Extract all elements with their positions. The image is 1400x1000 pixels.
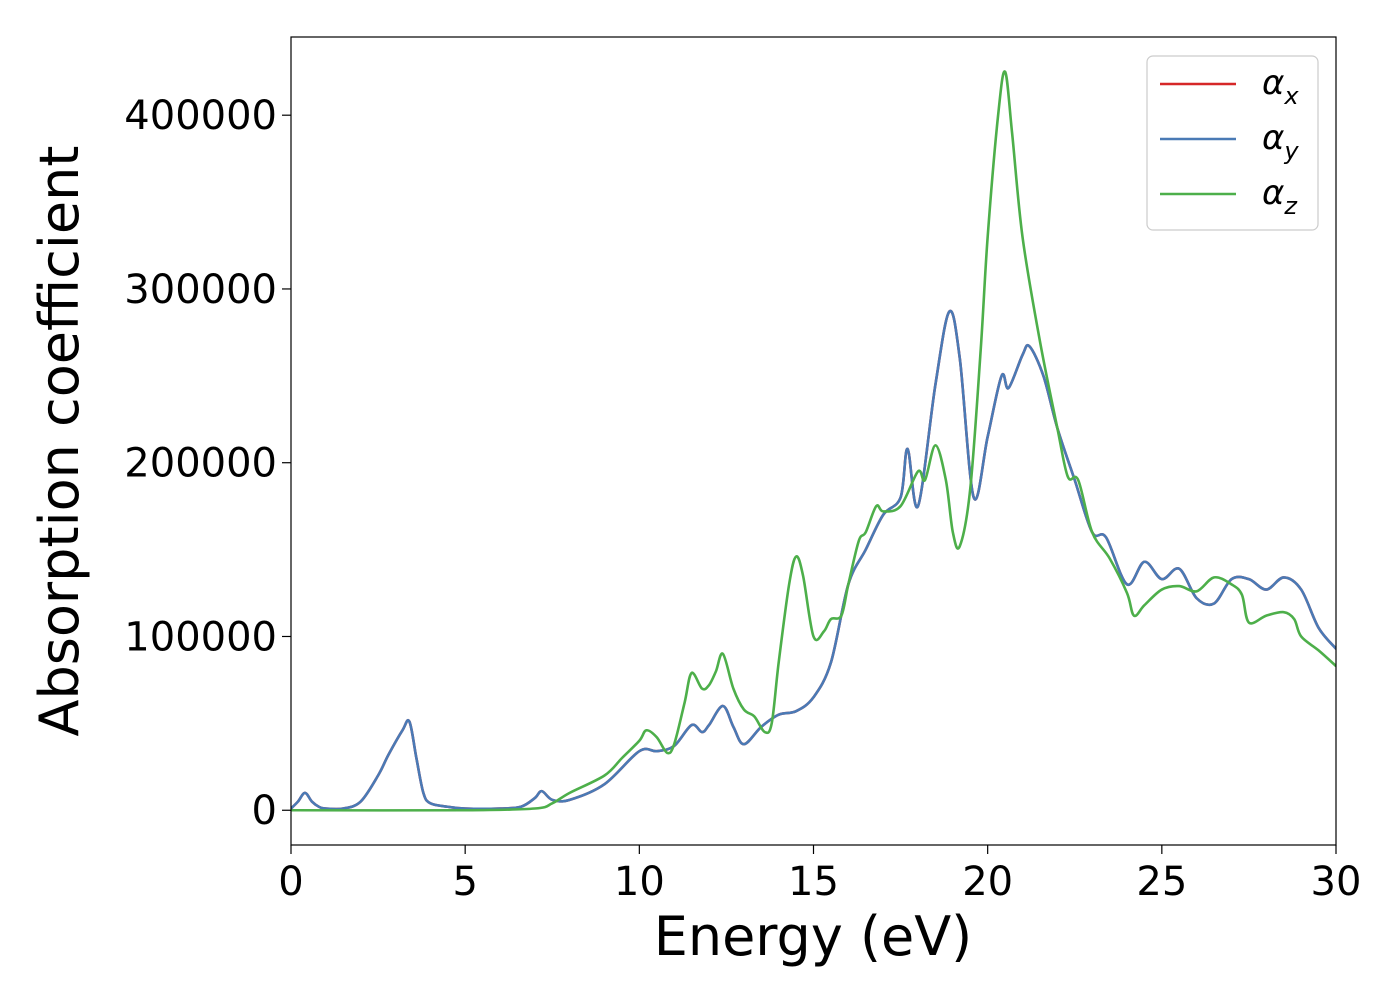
series-group xyxy=(291,70,1336,812)
x-axis-label: Energy (eV) xyxy=(654,905,973,968)
x-tick-label: 15 xyxy=(788,859,839,905)
y-tick-label: 0 xyxy=(252,788,277,834)
legend-label-x: αx xyxy=(1262,63,1299,110)
x-tick-label: 5 xyxy=(452,859,477,905)
x-tick-label: 0 xyxy=(278,859,303,905)
legend-box xyxy=(1146,55,1319,231)
series-line-z xyxy=(291,70,1336,812)
y-axis: 0 100000 200000 300000 400000 xyxy=(124,93,291,834)
legend: αx αy αz xyxy=(1146,55,1319,231)
y-tick-label: 400000 xyxy=(124,93,277,139)
y-tick-label: 100000 xyxy=(124,614,277,660)
x-tick-label: 20 xyxy=(962,859,1013,905)
x-tick-label: 10 xyxy=(614,859,665,905)
legend-label-y: αy xyxy=(1262,118,1299,165)
y-axis-label: Absorption coefficient xyxy=(28,146,91,737)
series-line-y xyxy=(291,309,1336,811)
x-tick-label: 30 xyxy=(1311,859,1362,905)
y-tick-label: 300000 xyxy=(124,267,277,313)
x-axis: 0 5 10 15 20 25 30 xyxy=(278,845,1361,905)
y-tick-label: 200000 xyxy=(124,441,277,487)
x-tick-label: 25 xyxy=(1136,859,1187,905)
legend-label-z: αz xyxy=(1262,173,1298,220)
